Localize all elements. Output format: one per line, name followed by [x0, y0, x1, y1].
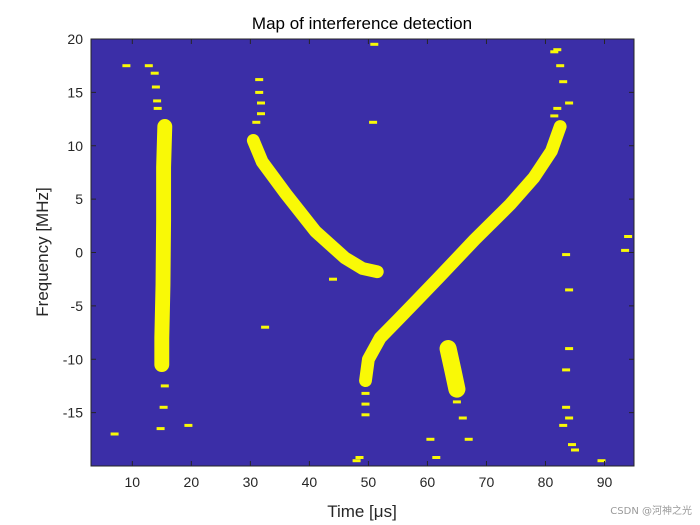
detection-speckle: [559, 423, 568, 427]
x-tick-label: 50: [361, 474, 377, 490]
y-tick-label: 15: [67, 84, 83, 100]
detection-chirp-up: [359, 120, 567, 388]
detection-speckle: [151, 85, 160, 89]
x-tick-label: 30: [243, 474, 259, 490]
detection-speckle: [153, 99, 162, 103]
y-tick-label: 20: [67, 31, 83, 47]
detection-speckle: [355, 456, 364, 459]
detection-speckle: [150, 71, 159, 75]
y-tick-label: -10: [63, 351, 83, 367]
detection-speckle: [110, 432, 119, 436]
y-axis-label: Frequency [MHz]: [33, 187, 52, 316]
detection-speckle: [562, 253, 571, 257]
detection-speckle: [261, 325, 270, 329]
detection-speckle: [571, 448, 579, 452]
detection-speckle: [562, 405, 571, 409]
detection-speckle: [361, 413, 370, 417]
detection-speckle: [257, 101, 265, 105]
detection-speckle: [144, 64, 153, 68]
detection-speckle: [432, 456, 441, 459]
detection-speckle: [550, 50, 559, 54]
detection-speckle: [624, 235, 633, 238]
chart-title: Map of interference detection: [252, 14, 472, 33]
detection-speckle: [464, 437, 473, 441]
detection-speckle: [257, 112, 265, 116]
y-tick-label: -15: [63, 405, 83, 421]
detection-speckle: [184, 423, 193, 427]
x-tick-label: 40: [302, 474, 318, 490]
y-tick-label: -5: [71, 298, 84, 314]
detection-regions: [110, 42, 633, 463]
detection-speckle: [156, 427, 165, 431]
watermark: CSDN @河神之光: [610, 506, 692, 517]
x-tick-label: 60: [420, 474, 436, 490]
detection-speckle: [550, 114, 559, 118]
plot-area: [91, 39, 634, 466]
y-tick-label: 10: [67, 138, 83, 154]
detection-speckle: [370, 42, 379, 46]
x-tick-label: 80: [538, 474, 554, 490]
detection-speckle: [565, 347, 574, 351]
detection-speckle: [597, 459, 606, 463]
y-tick-label: 5: [75, 191, 83, 207]
detection-blob-64us: [439, 340, 466, 398]
x-tick-label: 90: [597, 474, 613, 490]
detection-speckle: [426, 437, 435, 441]
detection-vertical-burst-15us: [154, 119, 173, 373]
detection-speckle: [556, 64, 565, 68]
detection-speckle: [553, 48, 562, 52]
x-tick-label: 70: [479, 474, 495, 490]
y-axis-ticks: 20 15 10 5 0 -5 -10 -15: [63, 31, 634, 421]
detection-speckle: [568, 443, 576, 447]
detection-speckle: [255, 90, 264, 94]
x-axis-ticks: 10 20 30 40 50 60 70 80 90: [125, 39, 613, 490]
detection-speckle: [352, 459, 361, 463]
detection-speckle: [565, 288, 574, 292]
detection-speckle: [361, 402, 370, 406]
y-tick-label: 0: [75, 245, 83, 261]
detection-chirp-down: [246, 133, 384, 279]
detection-speckle: [458, 416, 467, 420]
x-axis-label: Time [μs]: [327, 502, 397, 521]
detection-speckle: [621, 248, 630, 252]
detection-speckle: [153, 106, 162, 110]
detection-speckle: [122, 64, 131, 68]
detection-speckle: [565, 416, 574, 420]
detection-speckle: [160, 384, 169, 388]
detection-speckle: [369, 120, 378, 124]
detection-speckle: [452, 400, 461, 404]
detection-speckle: [553, 106, 562, 110]
detection-speckle: [252, 120, 261, 124]
x-tick-label: 20: [184, 474, 200, 490]
detection-speckle: [255, 78, 264, 82]
detection-speckle: [559, 80, 568, 84]
x-tick-label: 10: [125, 474, 141, 490]
detection-speckle: [329, 277, 337, 281]
detection-speckle: [159, 405, 168, 409]
detection-speckle: [565, 101, 574, 105]
detection-speckle: [361, 363, 370, 367]
detection-speckle: [562, 368, 571, 372]
detection-speckle: [361, 391, 370, 395]
